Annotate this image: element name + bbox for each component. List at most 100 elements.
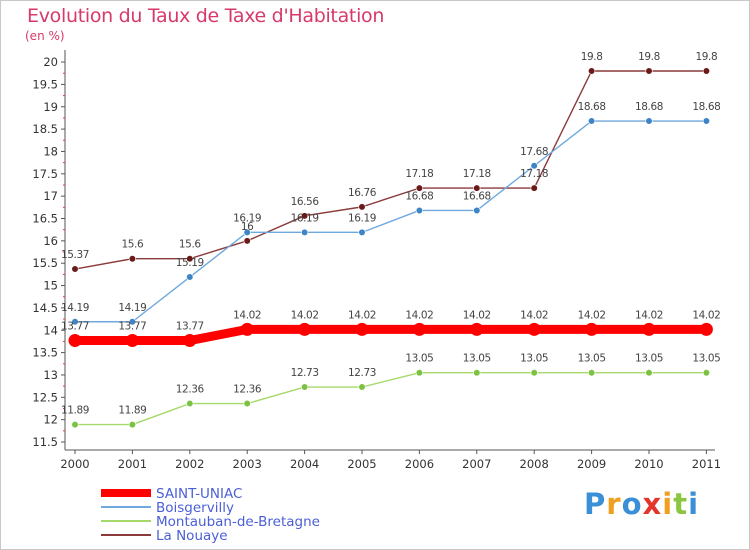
data-label: 17.18 [463, 168, 491, 180]
data-point [699, 322, 713, 336]
data-label: 16.19 [291, 212, 319, 224]
data-label: 13.05 [692, 353, 720, 365]
data-point [645, 67, 653, 75]
y-tick-label: 17.5 [32, 167, 58, 181]
data-point [186, 255, 194, 263]
data-label: 17.68 [520, 146, 548, 158]
data-point [71, 420, 79, 429]
data-point [645, 117, 653, 125]
data-label: 14.02 [635, 309, 663, 321]
data-point [358, 203, 366, 211]
data-point [473, 184, 481, 192]
data-point [470, 322, 484, 336]
y-tick-label: 15.5 [32, 256, 58, 270]
data-label: 13.05 [578, 353, 606, 365]
y-tick-label: 18.5 [32, 122, 58, 136]
data-point [587, 67, 596, 75]
data-label: 14.02 [578, 309, 606, 321]
series-line [74, 70, 708, 270]
y-tick-label: 12.5 [32, 390, 58, 404]
data-label: 13.77 [176, 321, 204, 333]
data-point [301, 383, 309, 391]
legend-label: Montauban-de-Bretagne [156, 514, 320, 530]
data-point [415, 369, 424, 377]
data-point [473, 206, 481, 215]
data-point [243, 399, 251, 408]
series-line [74, 372, 708, 426]
data-point [301, 212, 309, 220]
data-point [587, 369, 596, 377]
logo-letter: P [584, 487, 607, 521]
data-point [702, 369, 711, 377]
data-point [702, 67, 711, 75]
logo-letter: i [662, 487, 674, 521]
data-label: 18.68 [578, 101, 606, 113]
data-label: 13.05 [520, 353, 548, 365]
data-label: 19.8 [638, 51, 660, 63]
x-tick-label: 2005 [347, 457, 376, 471]
logo-letter: o [621, 487, 643, 521]
data-point [301, 228, 309, 236]
data-label: 18.68 [692, 101, 720, 113]
data-point [128, 318, 136, 326]
data-point [128, 255, 136, 263]
data-label: 11.89 [118, 405, 146, 417]
data-point [587, 117, 596, 125]
data-label: 16.68 [405, 190, 433, 202]
proxiti-logo: Proxiti [584, 487, 699, 521]
data-label: 16.68 [463, 190, 491, 202]
x-tick-label: 2010 [634, 457, 663, 471]
data-label: 12.73 [291, 367, 319, 379]
data-point [642, 322, 656, 336]
y-tick-label: 16 [43, 234, 58, 248]
data-label: 12.36 [176, 384, 205, 396]
data-point [527, 322, 541, 336]
data-point [68, 334, 82, 348]
data-label: 17.18 [405, 168, 433, 180]
data-label: 14.02 [233, 309, 261, 321]
y-tick-label: 17 [43, 189, 58, 203]
data-point [355, 322, 369, 336]
x-tick-label: 2004 [290, 457, 319, 471]
series-line [74, 120, 708, 323]
data-point [71, 265, 79, 273]
y-tick-label: 11.5 [32, 435, 58, 449]
y-tick-label: 19 [43, 100, 58, 114]
data-point [240, 322, 254, 336]
data-point [530, 162, 538, 170]
data-label: 13.05 [635, 353, 663, 365]
x-tick-label: 2003 [233, 457, 262, 471]
x-tick-label: 2002 [175, 457, 204, 471]
logo-letter: t [673, 487, 689, 521]
x-tick-label: 2009 [577, 457, 606, 471]
data-label: 13.77 [118, 321, 146, 333]
data-label: 15.37 [61, 249, 89, 261]
data-label: 14.02 [291, 309, 319, 321]
data-label: 14.19 [61, 302, 89, 314]
chart-title: Evolution du Taux de Taxe d'Habitation [27, 5, 385, 27]
y-tick-label: 18 [43, 144, 58, 158]
data-point [125, 334, 139, 348]
x-tick-label: 2006 [405, 457, 434, 471]
data-label: 14.02 [348, 309, 376, 321]
data-point [645, 369, 653, 377]
legend-label: Boisgervilly [156, 500, 234, 516]
x-tick-label: 2007 [462, 457, 491, 471]
data-label: 19.8 [696, 51, 718, 63]
series-line [70, 324, 711, 346]
data-label: 12.36 [233, 384, 262, 396]
x-tick-label: 2011 [692, 457, 721, 471]
data-label: 16.76 [348, 187, 377, 199]
data-point [183, 334, 197, 348]
data-label: 16.56 [291, 196, 320, 208]
data-point [412, 322, 426, 336]
data-point [358, 383, 366, 391]
logo-letter: x [642, 487, 663, 521]
data-point [128, 420, 136, 429]
data-point [358, 228, 366, 236]
data-point [702, 117, 711, 125]
legend-label: La Nouaye [156, 528, 228, 544]
y-tick-label: 20 [43, 55, 58, 69]
data-label: 14.02 [463, 309, 491, 321]
